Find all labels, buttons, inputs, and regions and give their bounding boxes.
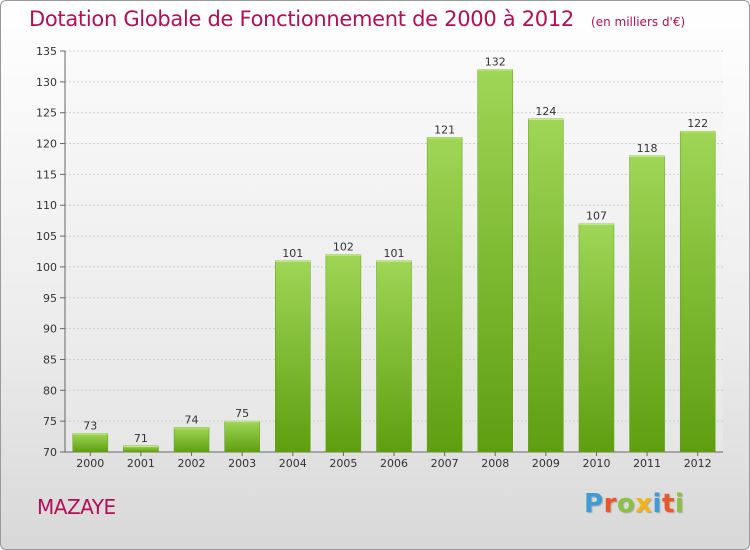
x-tick-label: 2011: [633, 457, 661, 470]
x-tick-label: 2009: [532, 457, 560, 470]
bar: [224, 420, 260, 453]
logo-letter: P: [584, 489, 604, 519]
data-label: 107: [586, 210, 607, 223]
bar: [679, 130, 716, 453]
chart-subtitle: (en milliers d'€): [591, 15, 686, 29]
y-tick-label: 135: [36, 45, 57, 58]
y-tick-label: 85: [43, 353, 57, 366]
data-label: 132: [485, 56, 506, 69]
y-tick-label: 100: [36, 261, 57, 274]
logo-letter: i: [652, 489, 662, 519]
data-label: 124: [535, 105, 556, 118]
x-tick-label: 2010: [582, 457, 610, 470]
bar: [629, 155, 665, 453]
logo-letter: r: [603, 489, 617, 519]
x-tick-label: 2007: [431, 457, 459, 470]
x-tick-label: 2000: [76, 457, 104, 470]
bar: [325, 254, 362, 453]
y-tick-label: 95: [43, 292, 57, 305]
x-tick-label: 2002: [178, 457, 206, 470]
logo-letter: t: [661, 489, 675, 519]
y-tick-label: 75: [43, 415, 57, 428]
y-tick-label: 105: [36, 230, 57, 243]
x-tick-label: 2005: [329, 457, 357, 470]
bar: [275, 260, 311, 453]
y-tick-label: 70: [43, 446, 57, 459]
bar: [528, 118, 564, 453]
bar: [376, 260, 412, 453]
bar: [578, 223, 615, 453]
data-label: 122: [687, 117, 708, 130]
x-tick-label: 2008: [481, 457, 509, 470]
bar: [173, 427, 210, 453]
chart-title: Dotation Globale de Fonctionnement de 20…: [29, 7, 574, 31]
data-label: 121: [434, 123, 455, 136]
data-label: 73: [83, 419, 97, 432]
y-tick-label: 125: [36, 107, 57, 120]
y-tick-label: 115: [36, 168, 57, 181]
x-tick-label: 2003: [228, 457, 256, 470]
commune-name: MAZAYE: [37, 495, 116, 519]
x-tick-label: 2001: [127, 457, 155, 470]
data-label: 75: [235, 407, 249, 420]
chart-header: Dotation Globale de Fonctionnement de 20…: [29, 7, 685, 31]
x-tick-label: 2004: [279, 457, 307, 470]
y-tick-label: 130: [36, 76, 57, 89]
y-tick-label: 80: [43, 384, 57, 397]
data-label: 74: [185, 413, 199, 426]
bar: [426, 137, 463, 453]
y-tick-label: 90: [43, 323, 57, 336]
data-label: 71: [134, 432, 148, 445]
logo-letter: o: [616, 489, 636, 519]
proxiti-logo: Proxiti: [584, 489, 684, 519]
logo-letter: x: [635, 489, 653, 519]
data-label: 101: [384, 247, 405, 260]
data-label: 118: [637, 142, 658, 155]
x-tick-label: 2006: [380, 457, 408, 470]
x-tick-label: 2012: [684, 457, 712, 470]
data-label: 101: [282, 247, 303, 260]
y-tick-label: 110: [36, 199, 57, 212]
logo-letter: i: [674, 489, 685, 519]
bar: [477, 69, 513, 453]
y-tick-label: 120: [36, 138, 57, 151]
bar: [72, 433, 109, 453]
data-label: 102: [333, 241, 354, 254]
